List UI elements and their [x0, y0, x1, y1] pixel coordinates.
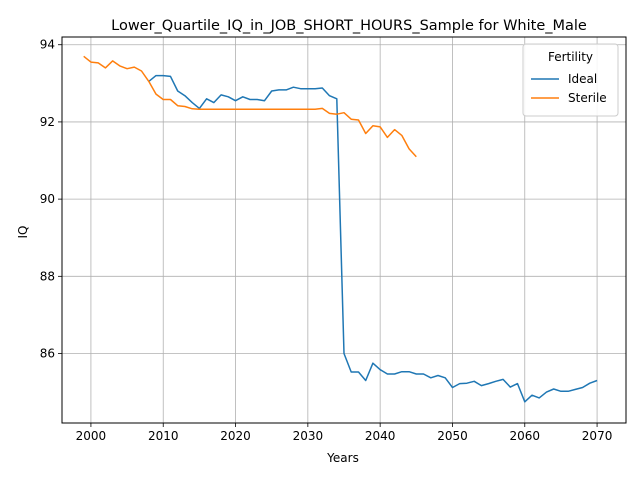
legend-label-sterile: Sterile — [568, 91, 607, 105]
x-tick-label: 2000 — [76, 429, 107, 443]
chart-title: Lower_Quartile_IQ_in_JOB_SHORT_HOURS_Sam… — [111, 18, 587, 34]
x-tick-label: 2010 — [148, 429, 179, 443]
x-tick-label: 2040 — [365, 429, 396, 443]
series-line-ideal — [148, 74, 598, 403]
series-lines — [83, 55, 598, 403]
x-tick-label: 2030 — [293, 429, 324, 443]
x-tick-label: 2020 — [220, 429, 251, 443]
series-line-sterile — [83, 55, 417, 158]
legend: Fertility Ideal Sterile — [522, 43, 619, 117]
y-axis-ticks: 86 88 90 92 94 — [40, 38, 62, 361]
y-tick-label: 92 — [40, 115, 55, 129]
x-tick-label: 2060 — [509, 429, 540, 443]
plot-frame — [61, 36, 627, 424]
y-axis-label: IQ — [16, 226, 30, 239]
x-axis-ticks: 2000 2010 2020 2030 2040 2050 2060 2070 — [76, 423, 613, 443]
x-axis-label: Years — [326, 451, 359, 465]
y-tick-label: 88 — [40, 269, 55, 283]
x-tick-label: 2050 — [437, 429, 468, 443]
y-tick-label: 86 — [40, 347, 55, 361]
legend-title: Fertility — [548, 50, 593, 64]
y-tick-label: 90 — [40, 192, 55, 206]
y-tick-label: 94 — [40, 38, 55, 52]
x-tick-label: 2070 — [582, 429, 613, 443]
legend-label-ideal: Ideal — [568, 72, 597, 86]
